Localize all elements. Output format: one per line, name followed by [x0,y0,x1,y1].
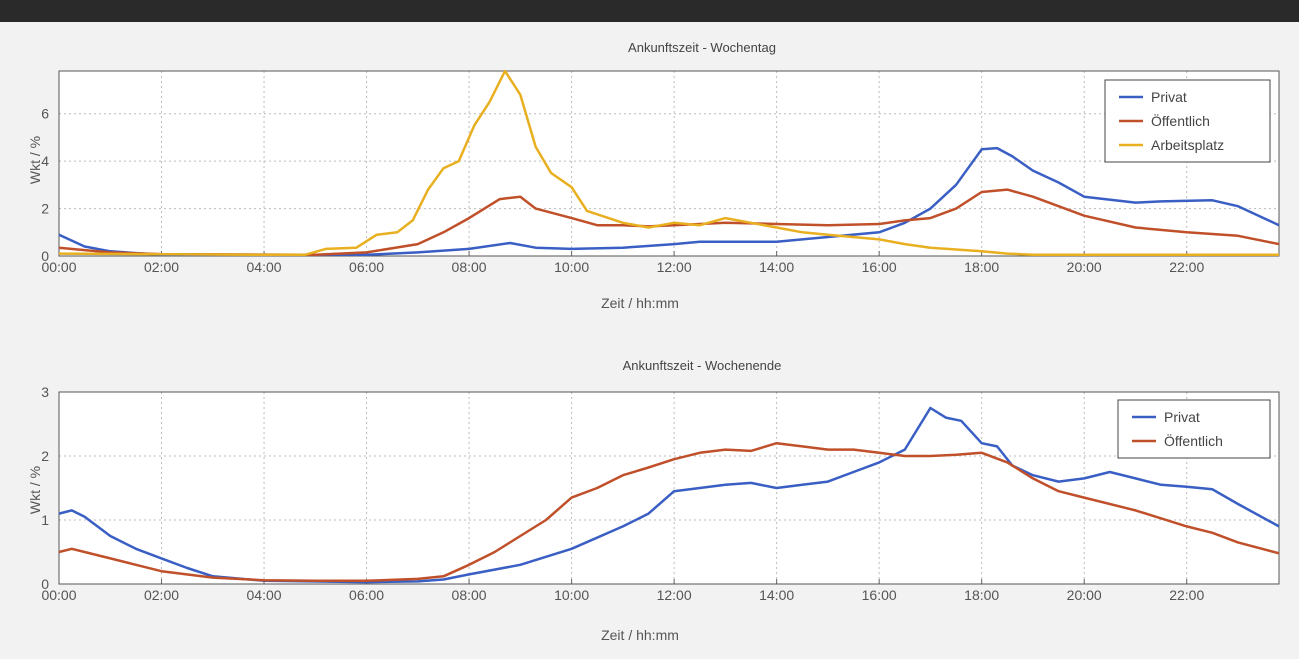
legend-entry: Öffentlich [1151,112,1210,129]
legend-entry: Arbeitsplatz [1151,137,1224,153]
x-tick-label: 04:00 [247,259,282,275]
x-tick-label: 14:00 [759,587,794,603]
x-axis-label: Zeit / hh:mm [601,627,679,643]
y-tick-label: 6 [41,106,49,122]
x-axis-label: Zeit / hh:mm [601,295,679,311]
y-tick-label: 2 [41,448,49,464]
x-tick-label: 02:00 [144,587,179,603]
y-axis-label: Wkt / % [27,466,43,514]
x-tick-label: 04:00 [247,587,282,603]
x-tick-label: 10:00 [554,259,589,275]
y-tick-label: 3 [41,384,49,400]
plot-frame [58,70,1280,257]
x-tick-label: 18:00 [964,259,999,275]
series-line--ffentlich [58,441,1280,583]
x-tick-label: 00:00 [41,587,76,603]
x-tick-label: 08:00 [452,259,487,275]
series-line-privat [58,146,1280,257]
x-tick-label: 02:00 [144,259,179,275]
chart-title: Ankunftszeit - Wochentag [628,40,776,55]
chart-wochenende: Ankunftszeit - Wochenende Zeit / hh:mm W… [27,358,1280,643]
x-tick-label: 22:00 [1169,259,1204,275]
top-border-bar [0,0,1299,22]
plot-area [59,71,1279,256]
x-tick-label: 10:00 [554,587,589,603]
x-tick-label: 16:00 [862,587,897,603]
series-line-privat [58,406,1280,584]
x-tick-label: 22:00 [1169,587,1204,603]
x-tick-label: 06:00 [349,587,384,603]
y-tick-label: 0 [41,576,49,592]
x-tick-label: 12:00 [657,587,692,603]
legend-entry: Öffentlich [1164,432,1223,449]
x-tick-label: 06:00 [349,259,384,275]
series-line-arbeitsplatz [58,69,1279,257]
x-tick-label: 20:00 [1067,587,1102,603]
x-tick-label: 12:00 [657,259,692,275]
x-tick-label: 14:00 [759,259,794,275]
chart-title: Ankunftszeit - Wochenende [623,358,782,373]
y-tick-label: 4 [41,153,49,169]
chart-wochentag: Ankunftszeit - Wochentag Zeit / hh:mm Wk… [27,40,1280,311]
x-tick-label: 08:00 [452,587,487,603]
y-tick-label: 2 [41,201,49,217]
legend-entry: Privat [1151,89,1187,105]
plot-area [59,392,1279,584]
plot-frame [58,391,1280,585]
legend-entry: Privat [1164,409,1200,425]
x-tick-label: 20:00 [1067,259,1102,275]
x-tick-label: 18:00 [964,587,999,603]
legend-box [1104,79,1271,163]
y-tick-label: 1 [41,512,49,528]
x-tick-label: 16:00 [862,259,897,275]
y-axis-label: Wkt / % [27,136,43,184]
y-tick-label: 0 [41,248,49,264]
x-tick-label: 00:00 [41,259,76,275]
legend-box [1117,399,1271,459]
